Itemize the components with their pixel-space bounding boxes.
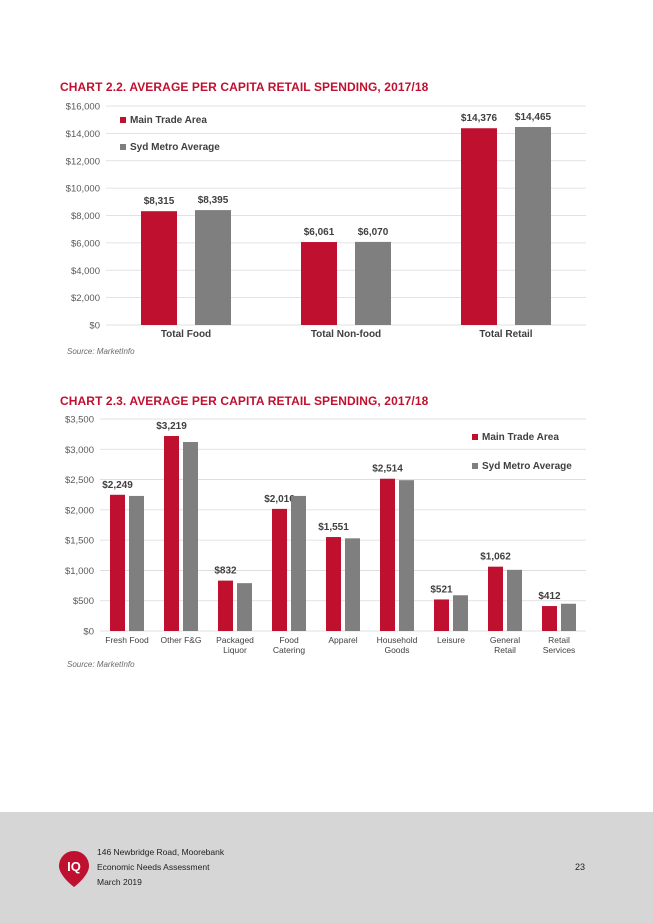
y-tick-label: $8,000: [71, 211, 100, 222]
category-label: Apparel: [328, 635, 357, 645]
data-label: $1,551: [318, 522, 349, 533]
y-tick-label: $10,000: [66, 184, 100, 195]
legend-label: Main Trade Area: [130, 115, 207, 126]
logo-text: IQ: [67, 859, 81, 874]
legend-swatch: [120, 117, 126, 123]
category-label: Fresh Food: [105, 635, 149, 645]
bar-syd-metro-average: [507, 569, 522, 631]
bar-syd-metro-average: [399, 480, 414, 631]
y-tick-label: $500: [73, 596, 94, 607]
y-tick-label: $6,000: [71, 238, 100, 249]
legend-label: Syd Metro Average: [130, 142, 220, 153]
y-tick-label: $1,500: [65, 536, 94, 547]
y-tick-label: $16,000: [66, 102, 100, 113]
footer-document-title: Economic Needs Assessment: [97, 862, 210, 872]
category-label: Other F&G: [160, 635, 201, 645]
bar-main-trade-area: [434, 599, 449, 631]
bar-main-trade-area: [488, 566, 503, 631]
bar-main-trade-area: [110, 494, 125, 631]
y-tick-label: $12,000: [66, 156, 100, 167]
category-label: Retail: [548, 635, 570, 645]
legend-swatch: [120, 144, 126, 150]
data-label: $6,070: [358, 227, 389, 238]
category-label: Food: [279, 635, 299, 645]
chart-2-3: $0 $500 $1,000 $1,500 $2,000 $2,500 $3,000 $3,5…: [65, 415, 586, 655]
bar-syd-metro-average: [129, 495, 144, 631]
iq-logo: IQ: [58, 850, 90, 893]
category-label: Total Food: [161, 329, 211, 340]
chart-2-3-source: Source: MarketInfo: [67, 660, 135, 669]
y-tick-label: $2,000: [65, 505, 94, 516]
category-label: Liquor: [223, 645, 247, 655]
bar-main-trade-area: [164, 436, 179, 631]
data-label: $521: [430, 584, 453, 595]
bar-syd-metro-average: [355, 241, 391, 325]
page-number: 23: [575, 862, 586, 872]
data-label: $2,249: [102, 480, 133, 491]
category-label: General: [490, 635, 520, 645]
data-label: $2,514: [372, 464, 403, 475]
bar-syd-metro-average: [237, 583, 252, 631]
y-tick-label: $3,000: [65, 445, 94, 456]
bar-main-trade-area: [272, 508, 287, 631]
y-tick-label: $0: [83, 627, 94, 638]
legend-swatch: [472, 463, 478, 469]
bar-syd-metro-average: [183, 442, 198, 631]
data-label: $6,061: [304, 227, 335, 238]
y-tick-label: $14,000: [66, 129, 100, 140]
bar-syd-metro-average: [515, 127, 551, 325]
bar-syd-metro-average: [195, 210, 231, 325]
legend-swatch: [472, 434, 478, 440]
category-label: Retail: [494, 645, 516, 655]
legend-label: Main Trade Area: [482, 432, 559, 443]
data-label: $14,376: [461, 113, 498, 124]
data-label: $2,016: [264, 494, 295, 505]
footer-address: 146 Newbridge Road, Moorebank: [97, 847, 225, 857]
y-tick-label: $3,500: [65, 415, 94, 426]
bar-syd-metro-average: [291, 495, 306, 631]
y-tick-label: $0: [89, 321, 100, 332]
category-label: Total Retail: [479, 329, 532, 340]
data-label: $14,465: [515, 112, 552, 123]
legend-label: Syd Metro Average: [482, 461, 572, 472]
data-label: $8,395: [198, 195, 229, 206]
chart-2-2: $0 $2,000 $4,000 $6,000 $8,000 $10,000 $12,000…: [66, 102, 586, 340]
chart-2-2-title: CHART 2.2. AVERAGE PER CAPITA RETAIL SPE…: [60, 80, 429, 94]
bar-syd-metro-average: [561, 603, 576, 631]
y-tick-label: $1,000: [65, 566, 94, 577]
y-tick-label: $4,000: [71, 266, 100, 277]
bar-syd-metro-average: [345, 538, 360, 631]
chart-2-3-title: CHART 2.3. AVERAGE PER CAPITA RETAIL SPE…: [60, 394, 429, 408]
bar-syd-metro-average: [453, 595, 468, 631]
y-tick-label: $2,000: [71, 293, 100, 304]
data-label: $3,219: [156, 421, 187, 432]
category-label: Household: [377, 635, 418, 645]
data-label: $832: [214, 566, 237, 577]
bar-main-trade-area: [141, 211, 177, 325]
page-footer: IQ 146 Newbridge Road, Moorebank Economi…: [0, 812, 653, 923]
chart-2-2-source: Source: MarketInfo: [67, 347, 135, 356]
category-label: Total Non-food: [311, 329, 381, 340]
bar-main-trade-area: [380, 478, 395, 631]
data-label: $8,315: [144, 196, 175, 207]
y-tick-label: $2,500: [65, 475, 94, 486]
bar-main-trade-area: [461, 128, 497, 325]
category-label: Goods: [384, 645, 409, 655]
bar-main-trade-area: [218, 580, 233, 631]
data-label: $412: [538, 591, 561, 602]
category-label: Services: [543, 645, 576, 655]
category-label: Leisure: [437, 635, 465, 645]
bar-main-trade-area: [542, 606, 557, 631]
footer-date: March 2019: [97, 877, 142, 887]
bar-main-trade-area: [301, 242, 337, 325]
category-label: Catering: [273, 645, 305, 655]
category-label: Packaged: [216, 635, 254, 645]
bar-main-trade-area: [326, 537, 341, 631]
data-label: $1,062: [480, 552, 511, 563]
